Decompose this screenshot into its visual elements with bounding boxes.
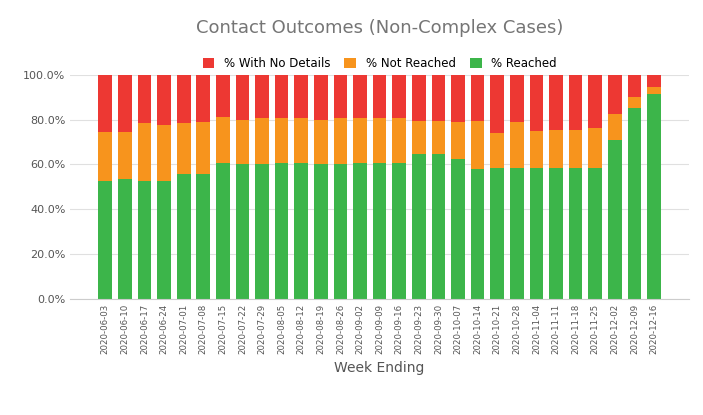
Bar — [373, 163, 387, 299]
Bar — [275, 163, 288, 299]
Bar — [569, 168, 583, 299]
Bar — [216, 75, 230, 117]
Bar — [176, 123, 191, 174]
Bar — [647, 75, 661, 87]
Bar — [138, 123, 151, 181]
Bar — [157, 181, 171, 299]
Bar — [432, 121, 445, 154]
Bar — [314, 75, 328, 120]
Bar — [118, 132, 131, 179]
Bar — [647, 94, 661, 299]
Bar — [314, 120, 328, 164]
Bar — [471, 75, 484, 121]
Bar — [295, 75, 308, 118]
Bar — [196, 174, 210, 299]
Bar — [176, 75, 191, 123]
Bar — [569, 75, 583, 129]
Bar — [196, 122, 210, 174]
Bar — [451, 159, 465, 299]
Bar — [628, 97, 641, 108]
Bar — [138, 75, 151, 123]
Bar — [432, 75, 445, 121]
Bar — [157, 125, 171, 181]
Bar — [118, 179, 131, 299]
Bar — [98, 181, 112, 299]
Bar — [529, 168, 543, 299]
Bar — [392, 118, 406, 163]
Bar — [608, 140, 621, 299]
Bar — [98, 132, 112, 181]
Bar — [255, 164, 269, 299]
Bar — [216, 163, 230, 299]
Bar — [373, 75, 387, 118]
Bar — [412, 75, 426, 121]
Bar — [196, 75, 210, 122]
Bar — [490, 75, 504, 133]
X-axis label: Week Ending: Week Ending — [335, 361, 425, 375]
Bar — [216, 117, 230, 163]
Bar — [490, 133, 504, 168]
Title: Contact Outcomes (Non-Complex Cases): Contact Outcomes (Non-Complex Cases) — [196, 19, 563, 37]
Bar — [295, 163, 308, 299]
Bar — [588, 129, 602, 168]
Bar — [451, 122, 465, 159]
Bar — [510, 75, 524, 122]
Bar — [98, 75, 112, 132]
Legend: % With No Details, % Not Reached, % Reached: % With No Details, % Not Reached, % Reac… — [199, 54, 560, 74]
Bar — [295, 118, 308, 163]
Bar — [588, 168, 602, 299]
Bar — [392, 163, 406, 299]
Bar — [628, 75, 641, 97]
Bar — [510, 168, 524, 299]
Bar — [608, 114, 621, 140]
Bar — [138, 181, 151, 299]
Bar — [236, 120, 250, 164]
Bar — [549, 129, 563, 168]
Bar — [588, 75, 602, 129]
Bar — [608, 75, 621, 114]
Bar — [118, 75, 131, 132]
Bar — [275, 118, 288, 163]
Bar — [236, 164, 250, 299]
Bar — [333, 164, 347, 299]
Bar — [333, 118, 347, 164]
Bar — [353, 118, 367, 163]
Bar — [176, 174, 191, 299]
Bar — [510, 122, 524, 168]
Bar — [471, 121, 484, 169]
Bar — [471, 169, 484, 299]
Bar — [432, 154, 445, 299]
Bar — [569, 129, 583, 168]
Bar — [529, 75, 543, 131]
Bar — [451, 75, 465, 122]
Bar — [549, 75, 563, 129]
Bar — [490, 168, 504, 299]
Bar — [647, 87, 661, 94]
Bar — [549, 168, 563, 299]
Bar — [157, 75, 171, 125]
Bar — [333, 75, 347, 118]
Bar — [353, 75, 367, 118]
Bar — [373, 118, 387, 163]
Bar — [255, 75, 269, 118]
Bar — [255, 118, 269, 164]
Bar — [412, 121, 426, 154]
Bar — [412, 154, 426, 299]
Bar — [236, 75, 250, 120]
Bar — [353, 163, 367, 299]
Bar — [275, 75, 288, 118]
Bar — [314, 164, 328, 299]
Bar — [392, 75, 406, 118]
Bar — [628, 108, 641, 299]
Bar — [529, 131, 543, 168]
